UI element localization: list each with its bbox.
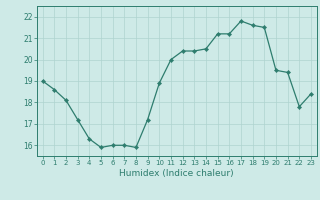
X-axis label: Humidex (Indice chaleur): Humidex (Indice chaleur) bbox=[119, 169, 234, 178]
